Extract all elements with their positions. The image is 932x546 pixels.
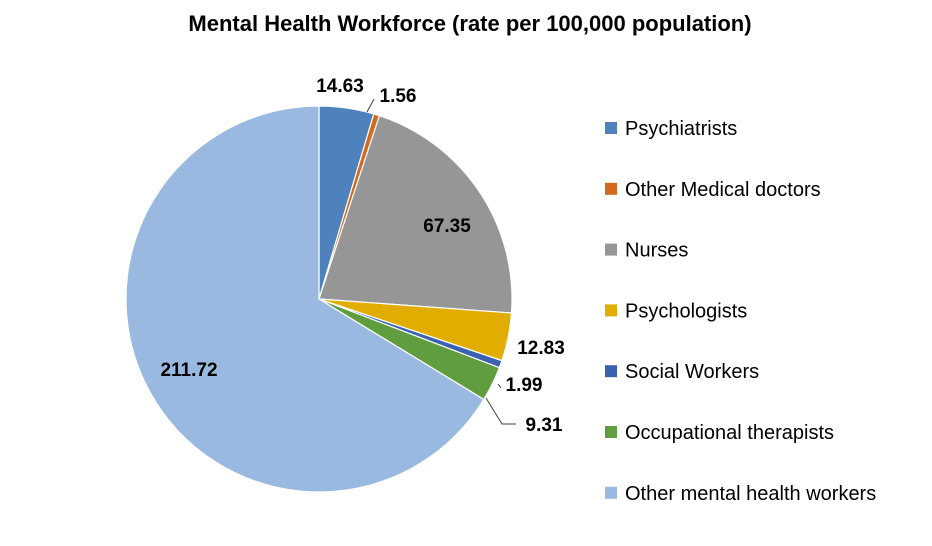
legend-swatch-social-workers (605, 365, 617, 378)
leader-line-occupational-therapists (485, 397, 516, 425)
leader-line-other-medical-doctors (366, 98, 375, 113)
legend-swatch-nurses (605, 243, 617, 256)
legend-swatch-psychologists (605, 304, 617, 317)
data-label-psychologists: 12.83 (517, 338, 565, 359)
data-labels: 14.63 1.56 67.35 12.83 1.99 9.31 211.72 (160, 76, 564, 436)
pie-slice-nurses (318, 114, 513, 314)
data-label-other-mental-health-workers: 211.72 (160, 360, 217, 381)
legend: Psychiatrists Other Medical doctors Nurses… (605, 118, 876, 505)
legend-swatch-other-medical-doctors (605, 182, 617, 195)
leader-line-social-workers (497, 383, 502, 389)
data-label-occupational-therapists: 9.31 (526, 415, 563, 436)
legend-label-psychiatrists: Psychiatrists (625, 118, 737, 140)
legend-label-other-medical-doctors: Other Medical doctors (625, 179, 821, 201)
data-label-psychiatrists: 14.63 (316, 76, 364, 97)
legend-swatch-occupational-therapists (605, 426, 617, 438)
chart-title: Mental Health Workforce (rate per 100,00… (188, 11, 751, 36)
legend-label-nurses: Nurses (625, 240, 688, 262)
legend-label-social-workers: Social Workers (625, 361, 759, 383)
legend-swatch-psychiatrists (605, 122, 617, 134)
data-label-nurses: 67.35 (423, 216, 471, 237)
legend-label-psychologists: Psychologists (625, 300, 747, 322)
pie-slice-other-mental-health-workers (125, 105, 485, 493)
legend-swatch-other-mental-health-workers (605, 486, 617, 499)
legend-label-occupational-therapists: Occupational therapists (625, 422, 834, 444)
leader-lines (366, 98, 516, 425)
pie-slices (125, 105, 513, 493)
data-label-other-medical-doctors: 1.56 (380, 86, 417, 107)
data-label-social-workers: 1.99 (506, 375, 543, 396)
legend-label-other-mental-health-workers: Other mental health workers (625, 483, 876, 505)
